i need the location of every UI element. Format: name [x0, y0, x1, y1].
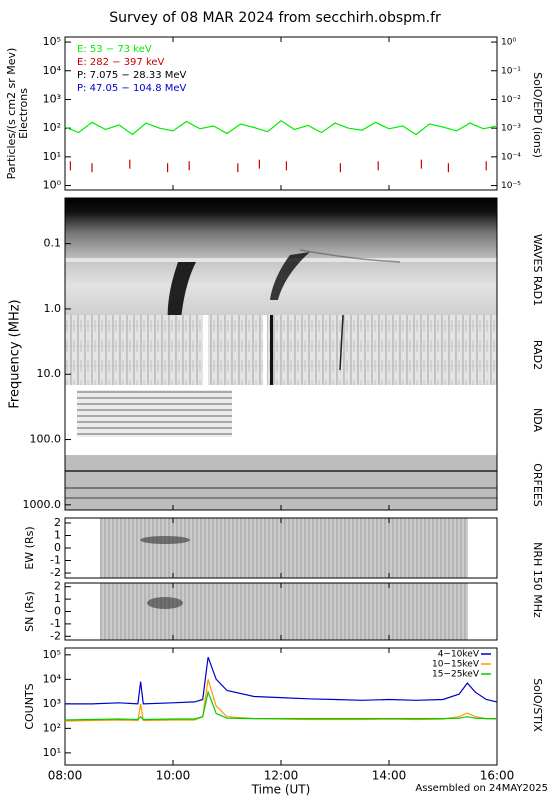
- y2-tick-label: 10⁻⁵: [501, 181, 521, 191]
- y-tick-label: 10³: [43, 92, 61, 105]
- y2-tick-label: 10⁻²: [501, 95, 521, 105]
- title: Survey of 08 MAR 2024 from secchirh.obsp…: [109, 10, 441, 26]
- x-tick-label: 10:00: [156, 769, 191, 783]
- y-tick-label: 10.0: [37, 367, 62, 380]
- x-axis-label: Time (UT): [251, 783, 311, 797]
- instrument-label: NRH 150 MHz: [531, 542, 544, 618]
- y-tick-label: 10²: [43, 121, 61, 134]
- x-tick-label: 08:00: [48, 769, 83, 783]
- y-axis-label: Particles/(s cm2 sr Mev): [5, 48, 18, 180]
- legend-label: E: 53 − 73 keV: [77, 44, 152, 55]
- instrument-label: SolO/STIX: [531, 678, 544, 732]
- footer: Assembled on 24MAY2025: [415, 783, 548, 794]
- legend-label: 4−10keV: [438, 650, 480, 660]
- x-tick-label: 14:00: [372, 769, 407, 783]
- nrh-images: [100, 518, 468, 640]
- instrument-label: RAD2: [531, 340, 544, 370]
- instrument-label: ORFEES: [531, 463, 544, 507]
- y-tick-label: 10⁰: [43, 179, 62, 192]
- y-tick-label: 10³: [43, 697, 61, 710]
- y2-tick-label: 10⁻³: [501, 124, 521, 134]
- y-tick-label: 10⁵: [43, 35, 61, 48]
- y-axis-label: Frequency (MHz): [8, 299, 23, 408]
- y-tick-label: 10⁴: [43, 64, 62, 77]
- spectrogram-image: [65, 198, 497, 510]
- legend-label: E: 282 − 397 keV: [77, 57, 165, 68]
- y-axis-label: COUNTS: [23, 683, 36, 729]
- y-tick-label: 1: [54, 529, 61, 542]
- legend-label: 10−15keV: [432, 660, 480, 670]
- instrument-label: WAVES RAD1: [531, 234, 544, 306]
- instrument-label: SolO/EPD (ions): [531, 72, 544, 158]
- data-line: [65, 656, 498, 705]
- y-tick-label: 1000.0: [23, 498, 62, 511]
- y-tick-label: 10¹: [43, 150, 61, 163]
- y-tick-label: -2: [50, 629, 61, 642]
- y-tick-label: 0: [54, 605, 61, 618]
- x-tick-label: 12:00: [264, 769, 299, 783]
- y-tick-label: -2: [50, 566, 61, 579]
- y-tick-label: -1: [50, 554, 61, 567]
- data-line: [64, 690, 497, 721]
- y-tick-label: 100.0: [30, 433, 62, 446]
- y-tick-label: 0.1: [44, 237, 62, 250]
- data-line: [64, 679, 498, 722]
- x-tick-label: 16:00: [480, 769, 515, 783]
- y2-tick-label: 10⁻⁴: [501, 152, 521, 162]
- y-axis-label: EW (Rs): [23, 526, 36, 569]
- y-tick-label: -1: [50, 617, 61, 630]
- y-tick-label: 1.0: [44, 302, 62, 315]
- y-tick-label: 1: [54, 592, 61, 605]
- y-tick-label: 10²: [43, 721, 61, 734]
- legend-label: P: 47.05 − 104.8 MeV: [77, 83, 187, 94]
- legend-label: 15−25keV: [432, 670, 480, 680]
- legend-label: P: 7.075 − 28.33 MeV: [77, 70, 187, 81]
- data-line: [64, 120, 498, 136]
- y-tick-label: 10⁴: [43, 672, 62, 685]
- y-tick-label: 0: [54, 541, 61, 554]
- y2-tick-label: 10⁻¹: [501, 66, 521, 76]
- y2-tick-label: 10⁰: [501, 38, 516, 48]
- y-tick-label: 2: [54, 580, 61, 593]
- y-tick-label: 10⁵: [43, 648, 61, 661]
- y-axis-label: Electrons: [17, 88, 30, 139]
- instrument-label: NDA: [531, 408, 544, 433]
- y-tick-label: 10¹: [43, 746, 61, 759]
- y-tick-label: 2: [54, 516, 61, 529]
- y-axis-label: SN (Rs): [23, 591, 36, 632]
